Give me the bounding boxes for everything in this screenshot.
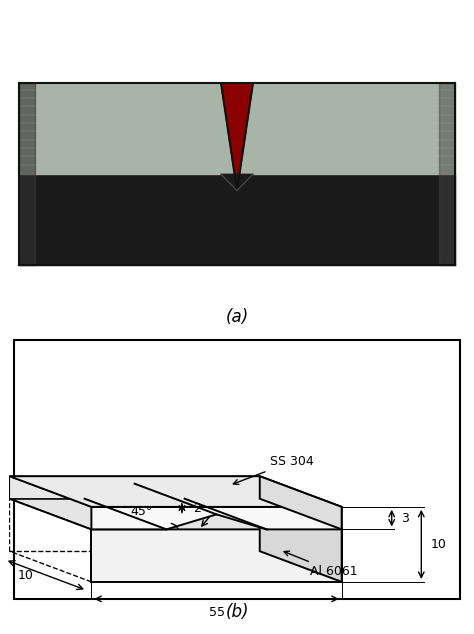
Polygon shape bbox=[221, 174, 253, 191]
Text: 10: 10 bbox=[18, 569, 33, 581]
Polygon shape bbox=[9, 476, 260, 499]
Text: 45°: 45° bbox=[130, 505, 153, 518]
Polygon shape bbox=[91, 529, 342, 582]
Polygon shape bbox=[91, 507, 342, 529]
FancyBboxPatch shape bbox=[14, 340, 460, 599]
Polygon shape bbox=[9, 476, 342, 507]
Text: 55: 55 bbox=[209, 605, 225, 619]
Polygon shape bbox=[221, 83, 253, 191]
Polygon shape bbox=[9, 499, 342, 529]
Text: (b): (b) bbox=[225, 603, 249, 621]
Polygon shape bbox=[260, 499, 342, 582]
Text: SS 304: SS 304 bbox=[233, 455, 314, 484]
Text: Al 6061: Al 6061 bbox=[284, 551, 358, 578]
Text: 2: 2 bbox=[193, 501, 201, 515]
Text: 3: 3 bbox=[401, 512, 409, 524]
Text: 10: 10 bbox=[430, 538, 446, 551]
Text: (a): (a) bbox=[225, 308, 249, 326]
Polygon shape bbox=[260, 476, 342, 529]
